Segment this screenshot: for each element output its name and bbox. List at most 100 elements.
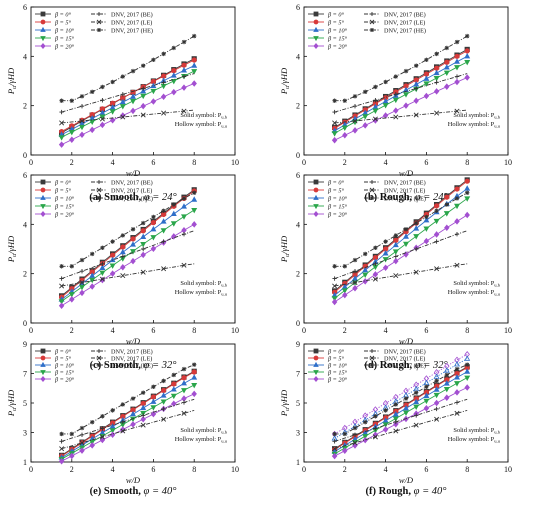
- point-plus: [100, 426, 105, 431]
- series-line: [61, 192, 195, 267]
- point-triangle-down: [403, 92, 409, 98]
- point-star: [352, 94, 358, 99]
- legend-label: DNV, 2017 (HE): [384, 362, 426, 369]
- legend-label: β = 15°: [327, 203, 348, 210]
- point-circle: [313, 19, 319, 25]
- point-triangle: [423, 392, 430, 398]
- point-triangle-down: [403, 241, 409, 248]
- point-diamond: [58, 141, 65, 148]
- point-triangle-down: [160, 399, 167, 405]
- point-x: [161, 266, 167, 272]
- point-triangle-down: [40, 36, 46, 42]
- point-star: [130, 68, 136, 74]
- point-triangle-down: [58, 299, 65, 305]
- point-star: [454, 39, 460, 45]
- point-x: [393, 273, 399, 279]
- legend: β = 0°β = 5°β = 10°β = 15°β = 20° DNV, 20…: [308, 11, 426, 50]
- point-plus: [434, 80, 439, 85]
- caption-phi: φ = 40°: [144, 486, 178, 497]
- point-star: [120, 74, 125, 79]
- point-diamond: [150, 245, 157, 253]
- point-triangle-down: [130, 249, 136, 255]
- point-diamond: [362, 122, 368, 129]
- point-plus: [100, 98, 105, 103]
- point-diamond: [99, 121, 106, 129]
- point-plus: [454, 400, 460, 405]
- y-axis-label-rest: /γHD: [6, 67, 16, 87]
- point-star: [69, 98, 74, 103]
- y-axis-label-main: P: [6, 89, 16, 95]
- point-triangle: [160, 392, 167, 398]
- point-triangle: [443, 380, 450, 386]
- symbol-note: Hollow symbol: Pu,u: [448, 289, 501, 298]
- x-tick-label: 4: [111, 158, 115, 167]
- point-circle: [181, 375, 187, 381]
- symbol-note-sub: u,b: [221, 430, 227, 436]
- y-tick-label: 5: [23, 399, 27, 408]
- series-6: [332, 108, 468, 126]
- point-triangle: [392, 241, 399, 248]
- point-plus: [141, 86, 146, 91]
- point-diamond: [130, 257, 136, 265]
- point-circle: [191, 369, 197, 375]
- point-diamond: [313, 42, 319, 50]
- caption-prefix: (b) Rough,: [364, 192, 414, 203]
- point-diamond: [79, 289, 85, 297]
- point-diamond: [40, 42, 46, 50]
- point-triangle: [130, 410, 136, 417]
- point-circle: [40, 19, 46, 25]
- point-plus: [59, 276, 64, 281]
- point-star: [192, 190, 197, 195]
- legend: β = 0°β = 5°β = 10°β = 15°β = 20° DNV, 20…: [35, 179, 153, 218]
- y-tick-label: 0: [23, 151, 27, 160]
- point-plus: [100, 261, 105, 266]
- point-x: [372, 434, 378, 440]
- point-plus: [393, 254, 398, 259]
- symbol-note-sub: u,u: [494, 124, 500, 130]
- point-triangle-down: [140, 242, 147, 248]
- x-tick-label: 6: [151, 465, 155, 474]
- symbol-note: Hollow symbol: Pu,u: [175, 436, 228, 445]
- point-x: [140, 422, 146, 428]
- point-star: [465, 33, 470, 39]
- point-square: [313, 348, 319, 354]
- point-diamond: [393, 107, 399, 114]
- y-axis-label-sub: u: [12, 408, 18, 411]
- point-star: [120, 233, 125, 238]
- point-square: [313, 179, 319, 185]
- series-8: [332, 409, 468, 452]
- x-tick-label: 10: [231, 465, 239, 474]
- legend-label: β = 20°: [54, 43, 75, 50]
- symbol-note-text: Solid symbol: P: [453, 112, 494, 119]
- point-star: [403, 396, 409, 401]
- legend-label: β = 20°: [327, 376, 348, 383]
- point-circle: [464, 178, 470, 184]
- point-x: [369, 187, 375, 193]
- point-star: [332, 431, 337, 437]
- legend: β = 0°β = 5°β = 10°β = 15°β = 20° DNV, 20…: [35, 11, 153, 50]
- point-x: [181, 410, 187, 416]
- series-line: [334, 230, 468, 280]
- point-x: [59, 283, 65, 289]
- caption-phi: φ = 24°: [415, 192, 449, 203]
- point-plus: [79, 103, 85, 109]
- series-7: [59, 33, 197, 103]
- point-star: [90, 89, 95, 95]
- point-star: [181, 196, 187, 201]
- series-7: [59, 190, 197, 269]
- point-circle: [444, 194, 450, 200]
- point-triangle-down: [464, 375, 471, 381]
- point-star: [342, 431, 347, 437]
- series-1: [58, 188, 197, 300]
- point-triangle-down: [170, 78, 177, 85]
- point-triangle: [191, 196, 198, 202]
- point-triangle-down: [109, 428, 116, 434]
- point-diamond: [393, 420, 399, 428]
- legend-label: β = 15°: [327, 369, 348, 376]
- point-triangle-down: [191, 382, 198, 389]
- series-7: [332, 33, 470, 103]
- point-triangle-down: [413, 234, 420, 240]
- point-triangle-down: [423, 81, 430, 87]
- point-diamond: [423, 405, 430, 412]
